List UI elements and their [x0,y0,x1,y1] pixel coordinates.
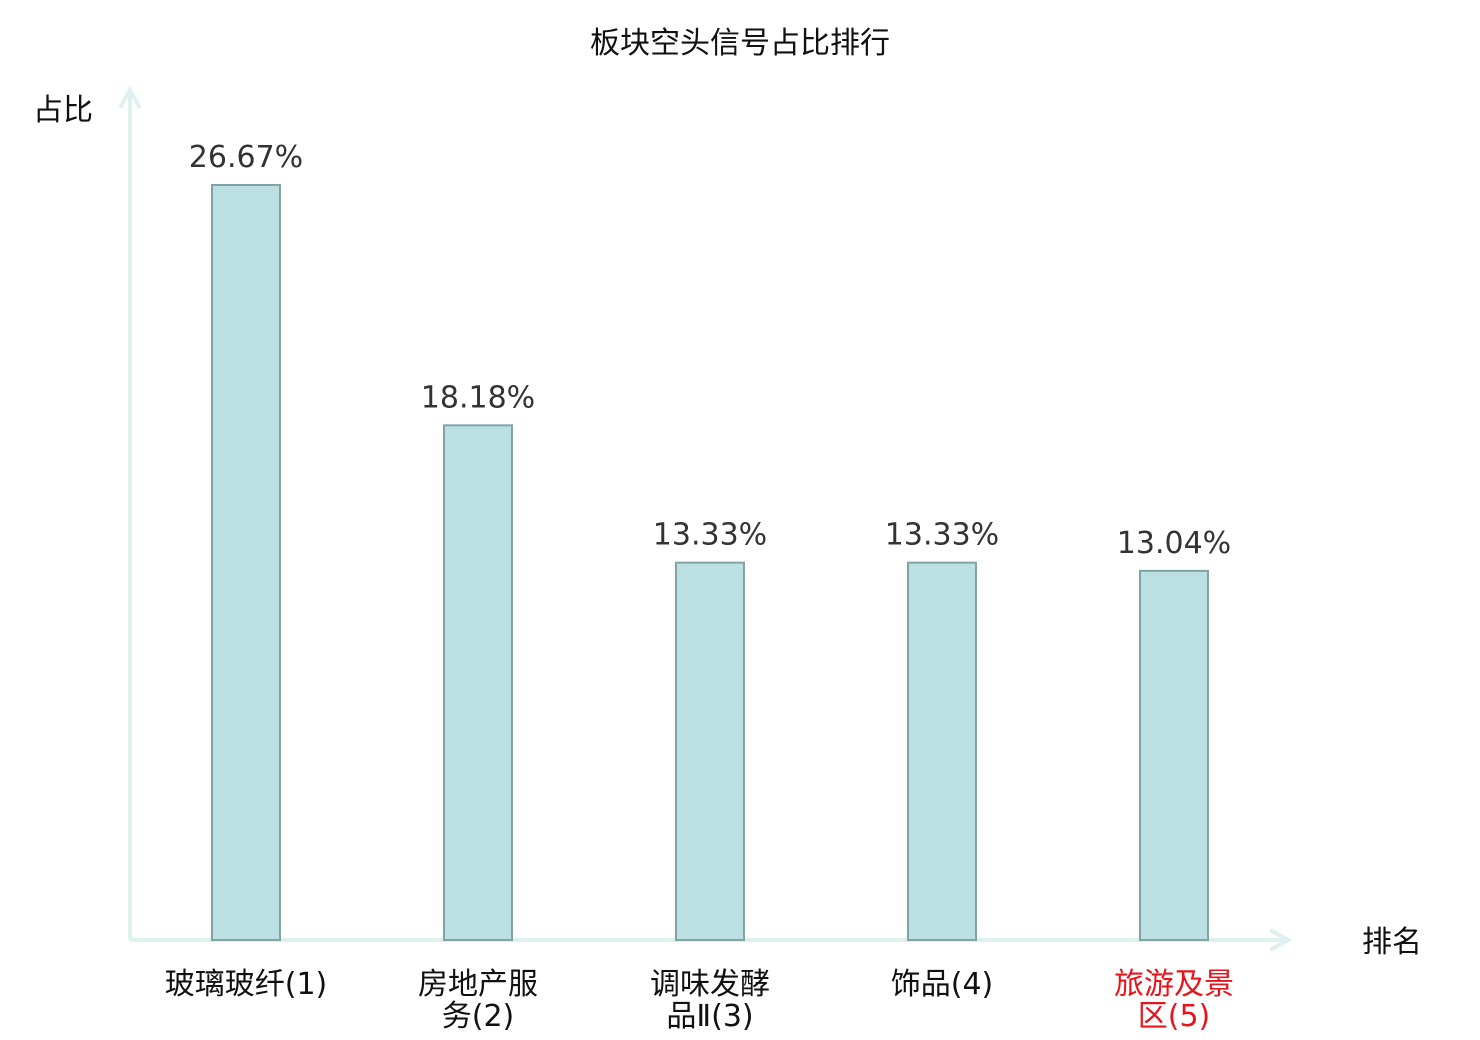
x-axis-label: 排名 [1362,925,1422,960]
bar [907,561,977,941]
x-tick-label: 饰品(4) [891,967,994,1002]
chart-title: 板块空头信号占比排行 [590,26,890,61]
x-tick-label: 品Ⅱ(3) [666,999,753,1034]
x-tick-label: 玻璃玻纤(1) [165,967,328,1002]
bar [443,424,513,941]
value-labels-group: 26.67% 18.18% 13.33% 13.33% 13.04% [189,140,1231,561]
bar [1139,569,1209,941]
data-label: 26.67% [189,140,303,175]
x-tick-label: 房地产服 [418,967,538,1002]
data-label: 18.18% [421,380,535,415]
x-axis-arrow [1269,928,1293,952]
x-tick-label: 调味发酵 [650,967,770,1002]
y-axis-label: 占比 [33,93,93,128]
data-label: 13.04% [1117,526,1231,561]
bar [211,184,281,941]
x-tick-label: 区(5) [1138,999,1211,1034]
x-tick-label: 旅游及景 [1114,967,1234,1002]
x-tick-label: 务(2) [442,999,515,1034]
bar [675,561,745,941]
y-axis-arrow [118,85,142,109]
data-label: 13.33% [885,518,999,553]
data-label: 13.33% [653,518,767,553]
bars-group [211,184,1209,941]
